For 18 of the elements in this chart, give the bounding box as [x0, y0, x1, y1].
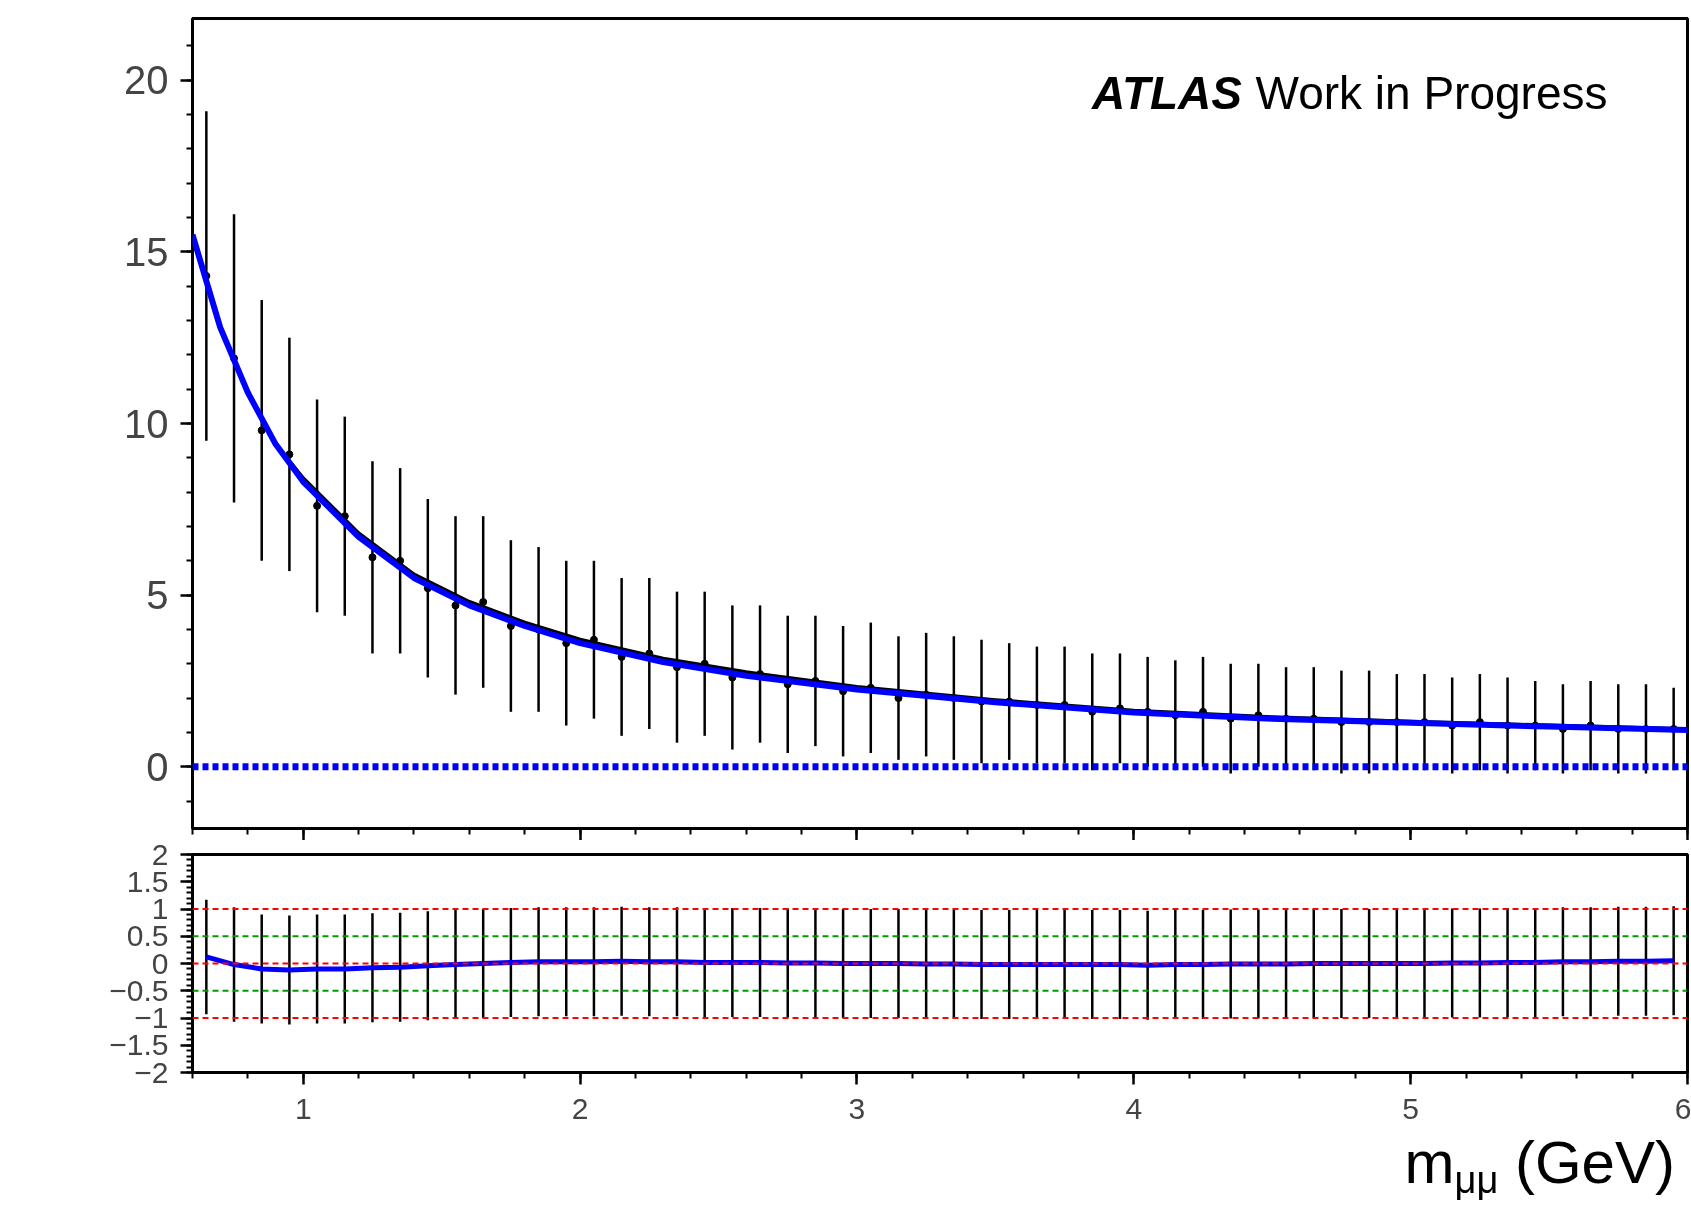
point: [479, 597, 488, 606]
y-tick-label: 15: [124, 229, 169, 274]
x-tick-label: 6: [1674, 1091, 1691, 1125]
annotation: ATLAS Work in Progress: [1091, 66, 1608, 119]
x-tick-label: 3: [848, 1091, 866, 1125]
y-tick-label: 20: [124, 58, 169, 103]
point: [257, 426, 266, 435]
x-tick-label: 2: [571, 1091, 589, 1125]
point: [451, 601, 460, 610]
x-tick-label: 4: [1125, 1091, 1143, 1125]
x-tick-label: 1: [294, 1091, 312, 1125]
x-axis-title: m$_{μμ}$ (GeV): [1403, 1129, 1675, 1201]
y-tick-label: 0: [146, 744, 169, 789]
point: [313, 501, 322, 510]
x-tick-label: 5: [1402, 1091, 1419, 1125]
y-tick-label: 5: [146, 573, 169, 618]
y-tick-label: 10: [124, 401, 169, 446]
point: [368, 553, 377, 562]
